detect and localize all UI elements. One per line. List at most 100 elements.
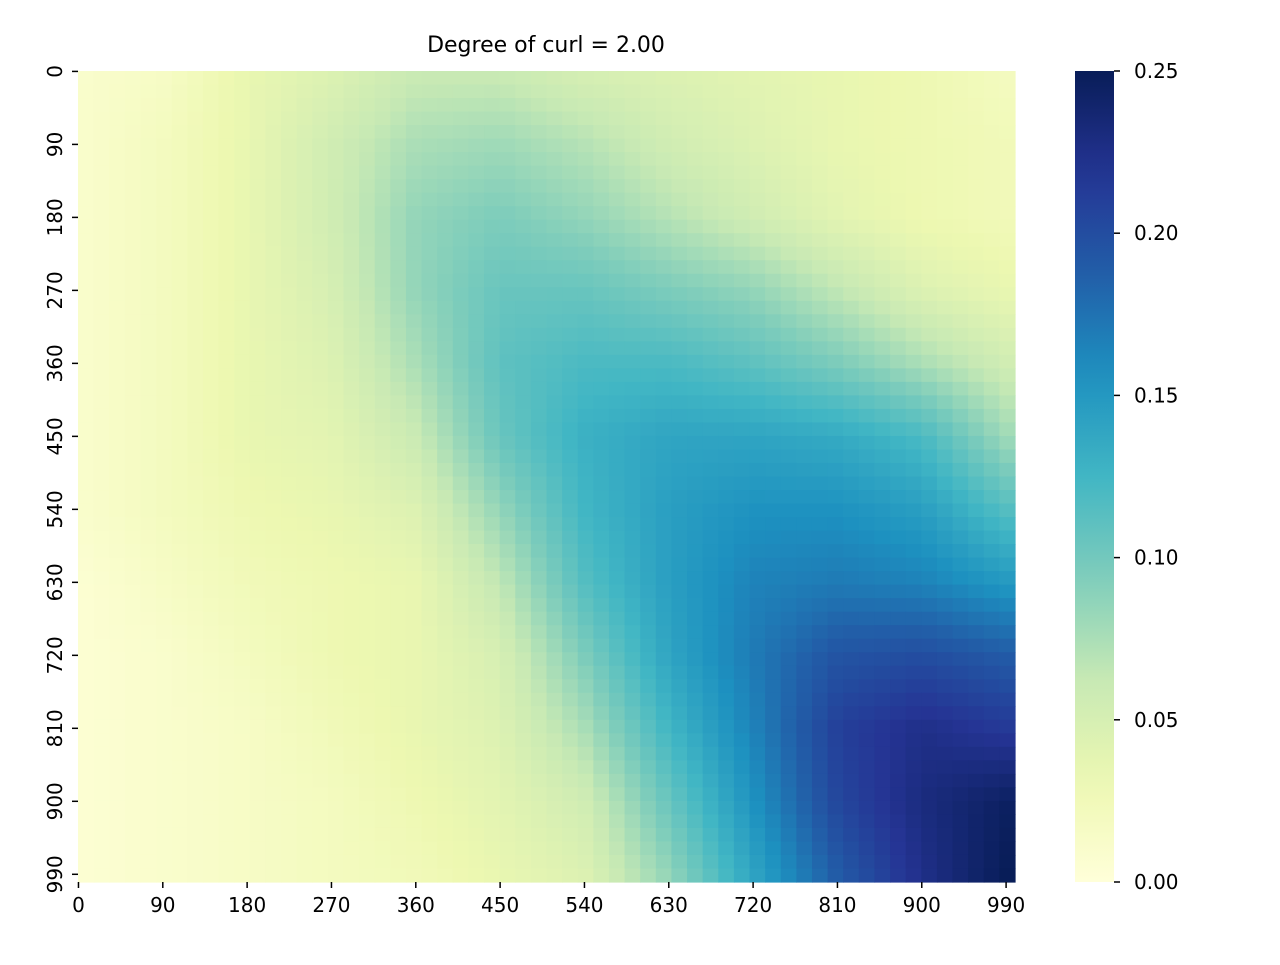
heatmap-cell bbox=[577, 246, 594, 261]
heatmap-cell bbox=[843, 260, 860, 275]
heatmap-cell bbox=[421, 814, 438, 829]
heatmap-cell bbox=[936, 571, 954, 586]
heatmap-cell bbox=[515, 381, 532, 396]
heatmap-cell bbox=[140, 273, 157, 288]
heatmap-cell bbox=[687, 476, 704, 491]
heatmap-cell bbox=[296, 125, 313, 140]
heatmap-cell bbox=[608, 125, 626, 140]
heatmap-cell bbox=[452, 625, 470, 640]
heatmap-cell bbox=[78, 341, 95, 356]
heatmap-cell bbox=[171, 490, 188, 505]
heatmap-cell bbox=[359, 354, 376, 369]
heatmap-cell bbox=[515, 733, 532, 748]
heatmap-cell bbox=[765, 435, 782, 451]
heatmap-cell bbox=[640, 760, 657, 775]
heatmap-cell bbox=[749, 368, 766, 383]
heatmap-cell bbox=[858, 354, 876, 369]
heatmap-cell bbox=[765, 300, 782, 315]
heatmap-cell bbox=[374, 787, 391, 802]
heatmap-cell bbox=[312, 287, 329, 302]
heatmap-cell bbox=[827, 165, 844, 180]
heatmap-cell bbox=[78, 868, 95, 883]
heatmap-cell bbox=[156, 490, 173, 505]
heatmap-cell bbox=[921, 435, 938, 451]
heatmap-cell bbox=[562, 841, 579, 856]
heatmap-cell bbox=[437, 706, 454, 721]
heatmap-cell bbox=[936, 84, 954, 99]
heatmap-cell bbox=[374, 287, 391, 302]
heatmap-cell bbox=[156, 679, 173, 694]
heatmap-cell bbox=[468, 773, 485, 788]
heatmap-cell bbox=[109, 733, 126, 748]
heatmap-cell bbox=[187, 841, 204, 856]
heatmap-cell bbox=[390, 625, 407, 640]
heatmap-cell bbox=[874, 476, 891, 491]
heatmap-cell bbox=[796, 287, 813, 302]
heatmap-cell bbox=[687, 179, 704, 194]
heatmap-cell bbox=[921, 260, 938, 275]
heatmap-cell bbox=[202, 746, 220, 761]
heatmap-cell bbox=[546, 476, 563, 491]
heatmap-cell bbox=[718, 165, 735, 180]
heatmap-cell bbox=[811, 152, 829, 167]
heatmap-cell bbox=[921, 827, 938, 843]
heatmap-cell bbox=[343, 381, 360, 396]
heatmap-cell bbox=[890, 611, 907, 626]
heatmap-cell bbox=[156, 422, 173, 437]
heatmap-cell bbox=[640, 571, 657, 586]
heatmap-cell bbox=[327, 638, 345, 653]
heatmap-cell bbox=[109, 706, 126, 721]
heatmap-cell bbox=[281, 611, 298, 626]
heatmap-cell bbox=[390, 179, 407, 194]
heatmap-cell bbox=[296, 381, 313, 396]
heatmap-cell bbox=[78, 787, 95, 802]
heatmap-cell bbox=[577, 435, 594, 451]
heatmap-cell bbox=[296, 544, 313, 559]
heatmap-cell bbox=[640, 665, 657, 680]
heatmap-cell bbox=[687, 611, 704, 626]
heatmap-cell bbox=[780, 827, 797, 843]
heatmap-cell bbox=[999, 827, 1016, 843]
heatmap-cell bbox=[874, 719, 891, 734]
heatmap-cell bbox=[249, 787, 266, 802]
heatmap-cell bbox=[890, 638, 907, 653]
heatmap-cell bbox=[546, 652, 563, 667]
heatmap-cell bbox=[499, 327, 516, 342]
heatmap-cell bbox=[655, 422, 673, 437]
heatmap-cell bbox=[655, 368, 673, 383]
heatmap-cell bbox=[109, 273, 126, 288]
heatmap-cell bbox=[890, 760, 907, 775]
heatmap-cell bbox=[671, 98, 688, 113]
heatmap-cell bbox=[796, 368, 813, 383]
heatmap-cell bbox=[749, 692, 766, 707]
heatmap-cell bbox=[952, 422, 969, 437]
heatmap-cell bbox=[983, 435, 1000, 451]
heatmap-cell bbox=[515, 868, 532, 883]
heatmap-cell bbox=[952, 273, 969, 288]
heatmap-cell bbox=[577, 827, 594, 843]
heatmap-cell bbox=[687, 679, 704, 694]
heatmap-cell bbox=[405, 557, 423, 572]
heatmap-cell bbox=[905, 854, 922, 870]
heatmap-cell bbox=[78, 760, 95, 775]
heatmap-cell bbox=[530, 625, 548, 640]
heatmap-cell bbox=[93, 98, 110, 113]
heatmap-cell bbox=[499, 273, 516, 288]
heatmap-cell bbox=[343, 652, 360, 667]
heatmap-cell bbox=[733, 233, 751, 248]
heatmap-cell bbox=[296, 300, 313, 315]
heatmap-cell bbox=[655, 206, 673, 221]
heatmap-cell bbox=[281, 422, 298, 437]
heatmap-cell bbox=[405, 517, 423, 532]
heatmap-cell bbox=[765, 517, 782, 532]
heatmap-cell bbox=[343, 462, 360, 478]
heatmap-cell bbox=[499, 503, 516, 518]
heatmap-cell bbox=[140, 408, 157, 424]
heatmap-cell bbox=[249, 179, 266, 194]
heatmap-cell bbox=[608, 584, 626, 599]
heatmap-cell bbox=[952, 868, 969, 883]
heatmap-cell bbox=[749, 260, 766, 275]
heatmap-cell bbox=[843, 287, 860, 302]
heatmap-cell bbox=[421, 246, 438, 261]
heatmap-cell bbox=[124, 517, 142, 532]
